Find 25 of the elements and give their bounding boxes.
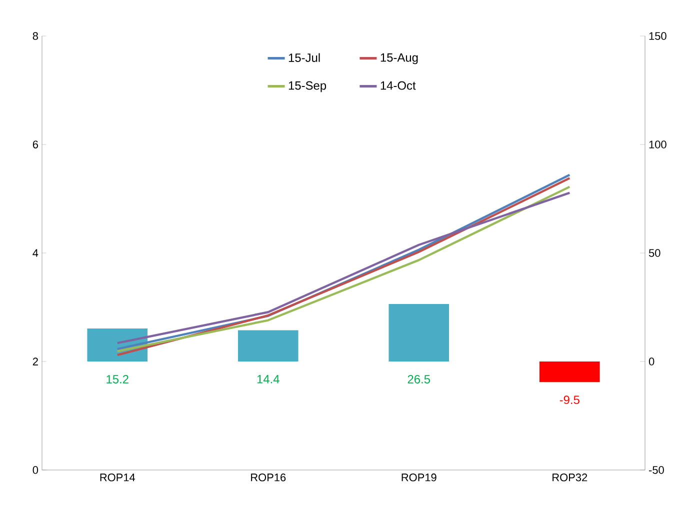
data-label: -9.5 (560, 396, 580, 404)
y2-tick-label: 50 (648, 249, 660, 257)
bar (238, 330, 298, 362)
legend-label: 15-Jul (288, 53, 320, 62)
y2-tick-label: -50 (649, 466, 664, 474)
data-label: 26.5 (408, 374, 430, 384)
data-label: 15.2 (106, 374, 128, 384)
y-tick-label: 4 (32, 249, 38, 257)
bar (388, 304, 450, 362)
bar (539, 362, 600, 382)
y-tick-label: 0 (32, 466, 38, 474)
x-tick-label: ROP14 (100, 474, 136, 482)
x-tick-label: ROP32 (552, 474, 588, 482)
y2-tick-label: 100 (649, 140, 666, 148)
x-tick-label: ROP19 (402, 474, 436, 482)
x-tick-label: ROP16 (251, 474, 286, 482)
y-tick-label: 8 (32, 32, 38, 40)
y-tick-label: 2 (32, 358, 38, 366)
y2-tick-label: 150 (649, 32, 666, 40)
y-tick-label: 6 (32, 140, 38, 148)
y2-tick-label: 0 (648, 358, 654, 366)
legend-label: 15-Sep (288, 81, 326, 92)
legend-label: 15-Aug (380, 53, 418, 64)
data-label: 14.4 (257, 374, 280, 384)
legend-label: 14-Oct (380, 81, 416, 90)
